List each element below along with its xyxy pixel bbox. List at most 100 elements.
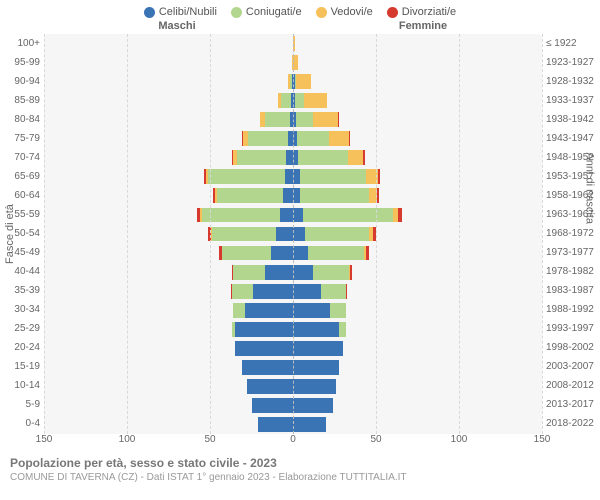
birth-label: 1928-1932 [546,72,600,91]
segment-con [217,188,283,203]
female-bar [293,341,542,356]
segment-cel [293,379,336,394]
age-label: 85-89 [0,91,40,110]
female-bar [293,169,542,184]
segment-con [208,169,284,184]
male-bar [44,246,293,261]
legend-dot [387,7,398,18]
female-bar [293,227,542,242]
legend-item: Celibi/Nubili [144,6,217,18]
birth-label: 1978-1982 [546,263,600,282]
male-bar [44,112,293,127]
male-bar [44,55,293,70]
gridline [542,34,543,434]
segment-div [398,208,402,223]
segment-cel [258,417,293,432]
birth-label: 2008-2012 [546,377,600,396]
segment-cel [235,341,293,356]
segment-con [313,265,350,280]
y-axis-label-right: Anni di nascita [584,152,596,224]
segment-cel [293,398,333,413]
segment-cel [245,303,293,318]
footer: Popolazione per età, sesso e stato civil… [0,450,600,483]
x-axis: 15010050050100150 [44,434,542,450]
female-bar [293,55,542,70]
legend-item: Vedovi/e [316,6,373,18]
segment-con [248,131,288,146]
plot-area [44,34,542,434]
x-tick: 50 [370,434,381,445]
male-bar [44,150,293,165]
segment-cel [235,322,293,337]
male-bar [44,265,293,280]
male-bar [44,322,293,337]
birth-label: 1993-1997 [546,320,600,339]
segment-cel [247,379,293,394]
male-bar [44,379,293,394]
segment-con [303,208,393,223]
legend-label: Vedovi/e [331,6,373,18]
female-bar [293,93,542,108]
segment-cel [293,265,313,280]
segment-div [350,265,352,280]
female-bar [293,360,542,375]
x-tick: 0 [290,434,296,445]
gridline [376,34,377,434]
header-labels: Maschi Femmine [0,20,600,34]
age-label: 75-79 [0,129,40,148]
age-label: 0-4 [0,415,40,434]
legend-dot [231,7,242,18]
segment-con [295,93,303,108]
male-bar [44,341,293,356]
female-bar [293,150,542,165]
segment-ved [329,131,349,146]
legend-dot [316,7,327,18]
age-label: 25-29 [0,320,40,339]
age-label: 65-69 [0,167,40,186]
birth-label: 2018-2022 [546,415,600,434]
legend-label: Divorziati/e [402,6,456,18]
header-maschi: Maschi [54,20,300,32]
female-bar [293,246,542,261]
female-bar [293,208,542,223]
segment-cel [293,188,300,203]
birth-label: 1983-1987 [546,282,600,301]
segment-cel [276,227,293,242]
segment-ved [313,112,338,127]
y-axis-right: ≤ 19221923-19271928-19321933-19371938-19… [542,34,600,434]
female-bar [293,284,542,299]
birth-label: 1973-1977 [546,244,600,263]
segment-cel [286,150,293,165]
segment-cel [271,246,293,261]
birth-label: ≤ 1922 [546,34,600,53]
segment-con [298,150,348,165]
x-tick: 50 [204,434,215,445]
age-label: 5-9 [0,396,40,415]
age-label: 80-84 [0,110,40,129]
chart-title: Popolazione per età, sesso e stato civil… [10,456,590,470]
segment-div [338,112,340,127]
segment-cel [265,265,293,280]
legend-label: Coniugati/e [246,6,302,18]
legend-dot [144,7,155,18]
birth-label: 1988-1992 [546,301,600,320]
legend-item: Divorziati/e [387,6,456,18]
age-label: 10-14 [0,377,40,396]
male-bar [44,360,293,375]
segment-ved [296,74,311,89]
age-label: 40-44 [0,263,40,282]
segment-cel [293,227,305,242]
segment-cel [293,208,303,223]
male-bar [44,93,293,108]
birth-label: 1998-2002 [546,339,600,358]
gridline [44,34,45,434]
age-label: 15-19 [0,358,40,377]
female-bar [293,188,542,203]
male-bar [44,74,293,89]
segment-div [378,169,380,184]
x-tick: 150 [36,434,53,445]
age-label: 35-39 [0,282,40,301]
segment-cel [242,360,293,375]
gridline [210,34,211,434]
male-bar [44,227,293,242]
